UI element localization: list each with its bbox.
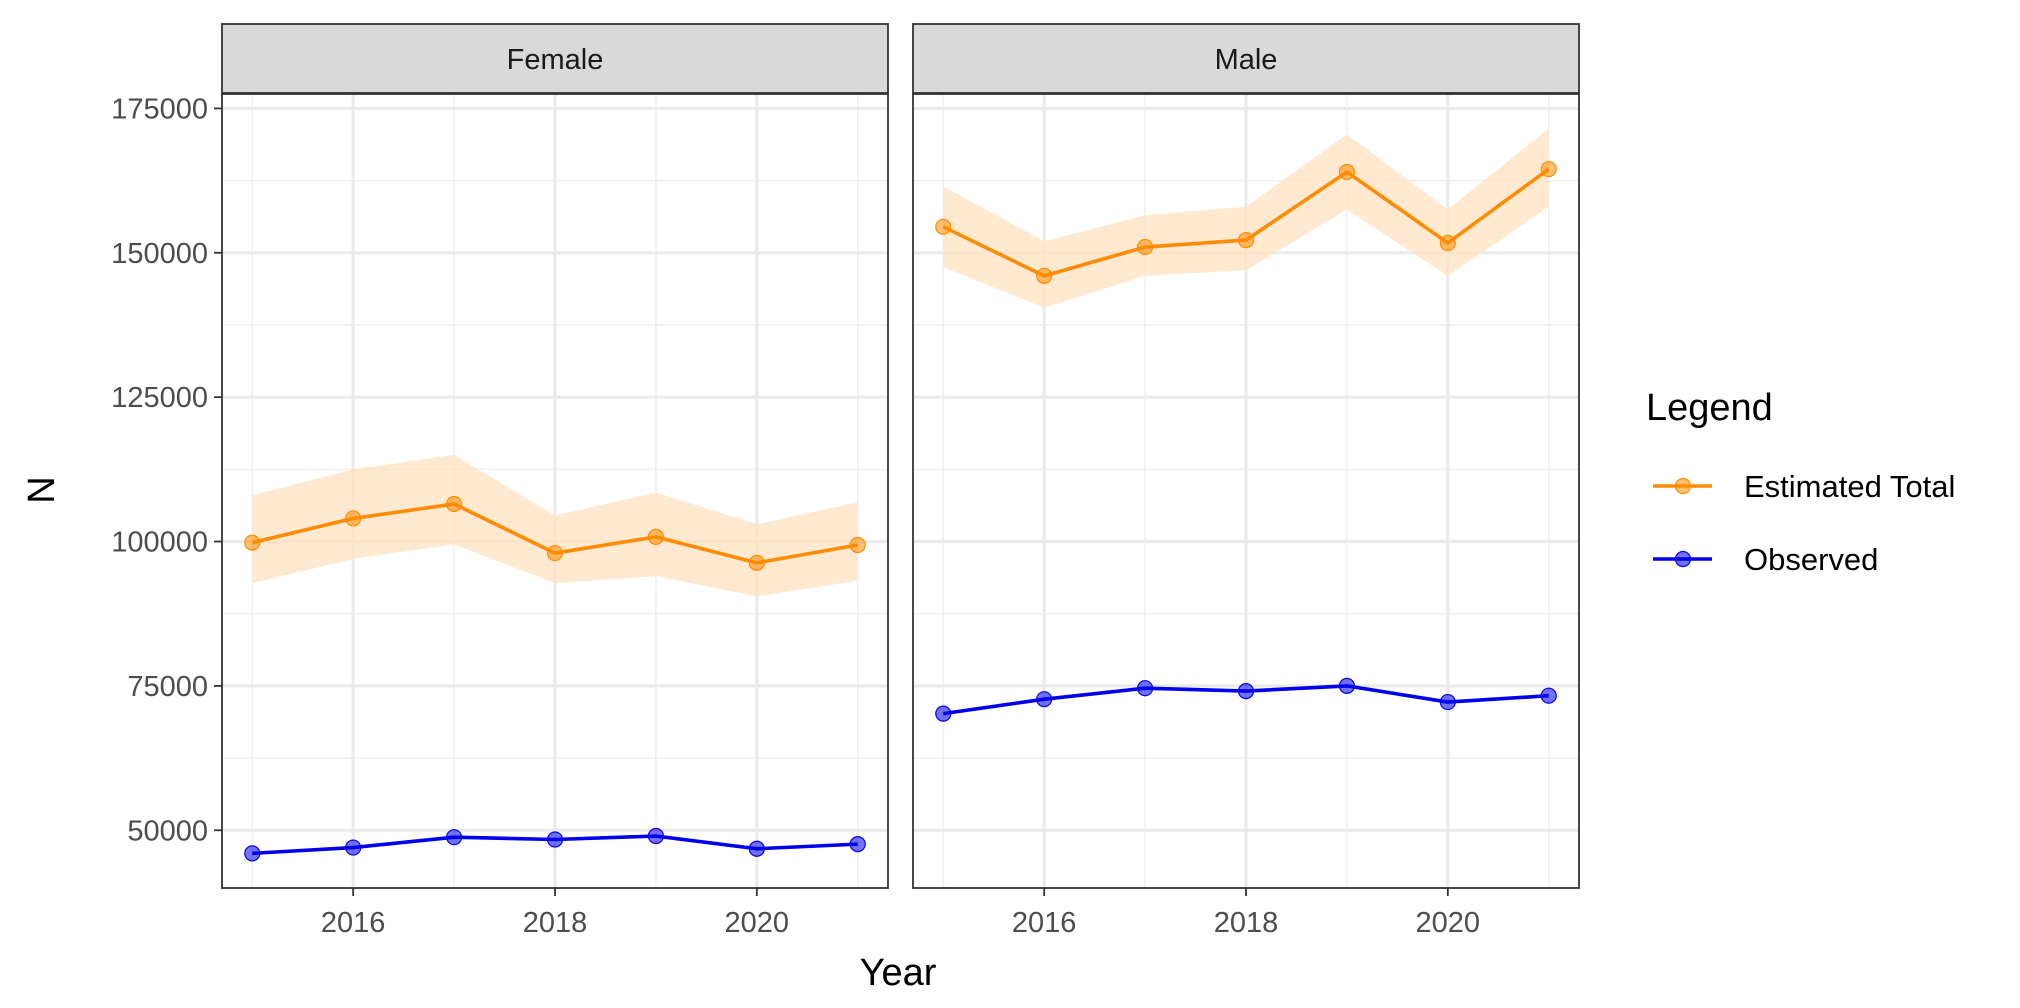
legend-label: Estimated Total xyxy=(1744,469,1955,504)
x-tick-label: 2018 xyxy=(1214,907,1279,939)
y-tick-label: 75000 xyxy=(127,671,208,703)
estimated-total-point xyxy=(445,495,463,513)
observed-point xyxy=(1439,693,1456,711)
observed-point xyxy=(546,831,564,848)
legend-label: Observed xyxy=(1744,542,1878,577)
estimated-total-point xyxy=(546,544,564,562)
observed-point xyxy=(1036,691,1053,708)
legend-entry-estimated-total: Estimated Total xyxy=(1653,469,1955,504)
estimated-total-point xyxy=(935,218,952,235)
legend-entry-observed: Observed xyxy=(1653,542,1878,577)
x-tick-label: 2020 xyxy=(725,907,790,939)
observed-point xyxy=(647,827,665,845)
x-tick-label: 2016 xyxy=(321,907,386,939)
strip-background xyxy=(912,23,1580,94)
observed-point xyxy=(345,839,362,856)
y-axis-title: N xyxy=(21,476,63,503)
y-tick-label: 150000 xyxy=(111,238,208,270)
estimated-total-point xyxy=(647,528,665,546)
observed-point xyxy=(1338,677,1356,694)
legend-key-point xyxy=(1674,477,1692,495)
estimated-total-point xyxy=(1540,160,1557,178)
observed-point xyxy=(244,845,261,862)
panel-male: Male 2016 2018 2020 xyxy=(912,23,1580,939)
panel-female: Female 2016 2018 2020 50000 75000 100000 125000… xyxy=(111,23,889,939)
observed-point xyxy=(849,836,866,853)
estimated-total-point xyxy=(849,536,866,554)
y-tick-label: 100000 xyxy=(111,527,208,559)
y-tick-label: 125000 xyxy=(111,382,208,414)
observed-point xyxy=(1136,680,1154,697)
estimated-total-point xyxy=(345,510,362,527)
y-tick-label: 50000 xyxy=(127,815,208,847)
estimated-total-point xyxy=(1439,234,1456,252)
estimated-total-point xyxy=(1338,163,1356,181)
x-axis-title: Year xyxy=(860,952,937,994)
observed-point xyxy=(445,829,463,846)
strip-label-male: Male xyxy=(1215,44,1278,76)
estimated-total-point xyxy=(244,534,261,551)
estimated-total-point xyxy=(1036,267,1053,284)
observed-point xyxy=(1540,687,1557,704)
estimated-total-ribbon xyxy=(252,454,858,597)
legend-key-point xyxy=(1674,550,1692,568)
observed-point xyxy=(935,705,952,722)
strip-background xyxy=(221,23,889,94)
estimated-total-point xyxy=(748,554,765,571)
estimated-total-point xyxy=(1237,231,1255,249)
legend: Legend Estimated Total Observed xyxy=(1646,387,1955,577)
y-tick-label: 175000 xyxy=(111,93,208,125)
legend-title: Legend xyxy=(1646,387,1773,429)
x-tick-label: 2020 xyxy=(1416,907,1481,939)
x-tick-label: 2018 xyxy=(523,907,588,939)
observed-point xyxy=(748,840,765,857)
strip-label-female: Female xyxy=(507,44,604,76)
observed-point xyxy=(1237,682,1255,700)
x-tick-label: 2016 xyxy=(1012,907,1077,939)
estimated-total-point xyxy=(1136,238,1154,256)
